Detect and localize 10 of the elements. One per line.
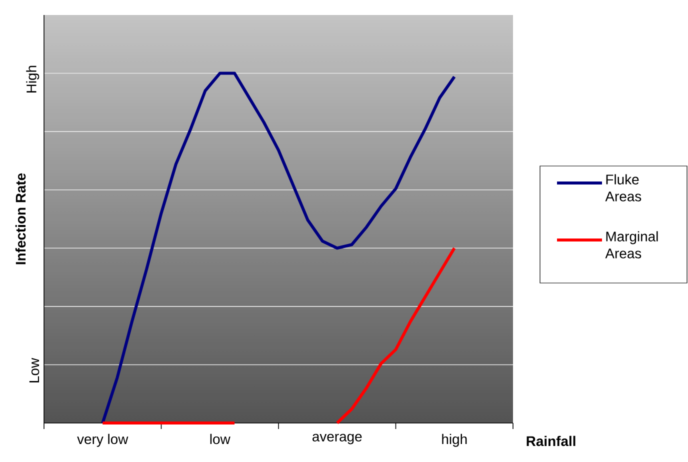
text: High — [26, 66, 40, 92]
text: Low — [29, 358, 40, 382]
x-tick-label: average — [312, 434, 362, 444]
x-axis-title: Rainfall — [526, 436, 576, 446]
x-tick-label: high — [442, 434, 467, 447]
x-tick-label: very low — [77, 434, 128, 447]
legend-label: Fluke Areas — [605, 174, 642, 202]
x-tick-label: low — [210, 434, 230, 444]
y-axis-title: Infection Rate — [15, 173, 26, 264]
legend-label: Marginal Areas — [605, 231, 658, 258]
